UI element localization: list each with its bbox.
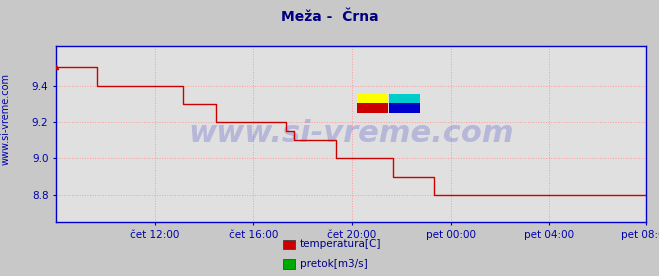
FancyBboxPatch shape — [357, 104, 387, 113]
Text: Meža -  Črna: Meža - Črna — [281, 10, 378, 24]
FancyBboxPatch shape — [357, 94, 387, 103]
FancyBboxPatch shape — [389, 94, 420, 103]
Text: temperatura[C]: temperatura[C] — [300, 239, 382, 249]
Text: www.si-vreme.com: www.si-vreme.com — [188, 119, 514, 148]
FancyBboxPatch shape — [389, 104, 420, 113]
Text: pretok[m3/s]: pretok[m3/s] — [300, 259, 368, 269]
Text: www.si-vreme.com: www.si-vreme.com — [0, 73, 11, 165]
